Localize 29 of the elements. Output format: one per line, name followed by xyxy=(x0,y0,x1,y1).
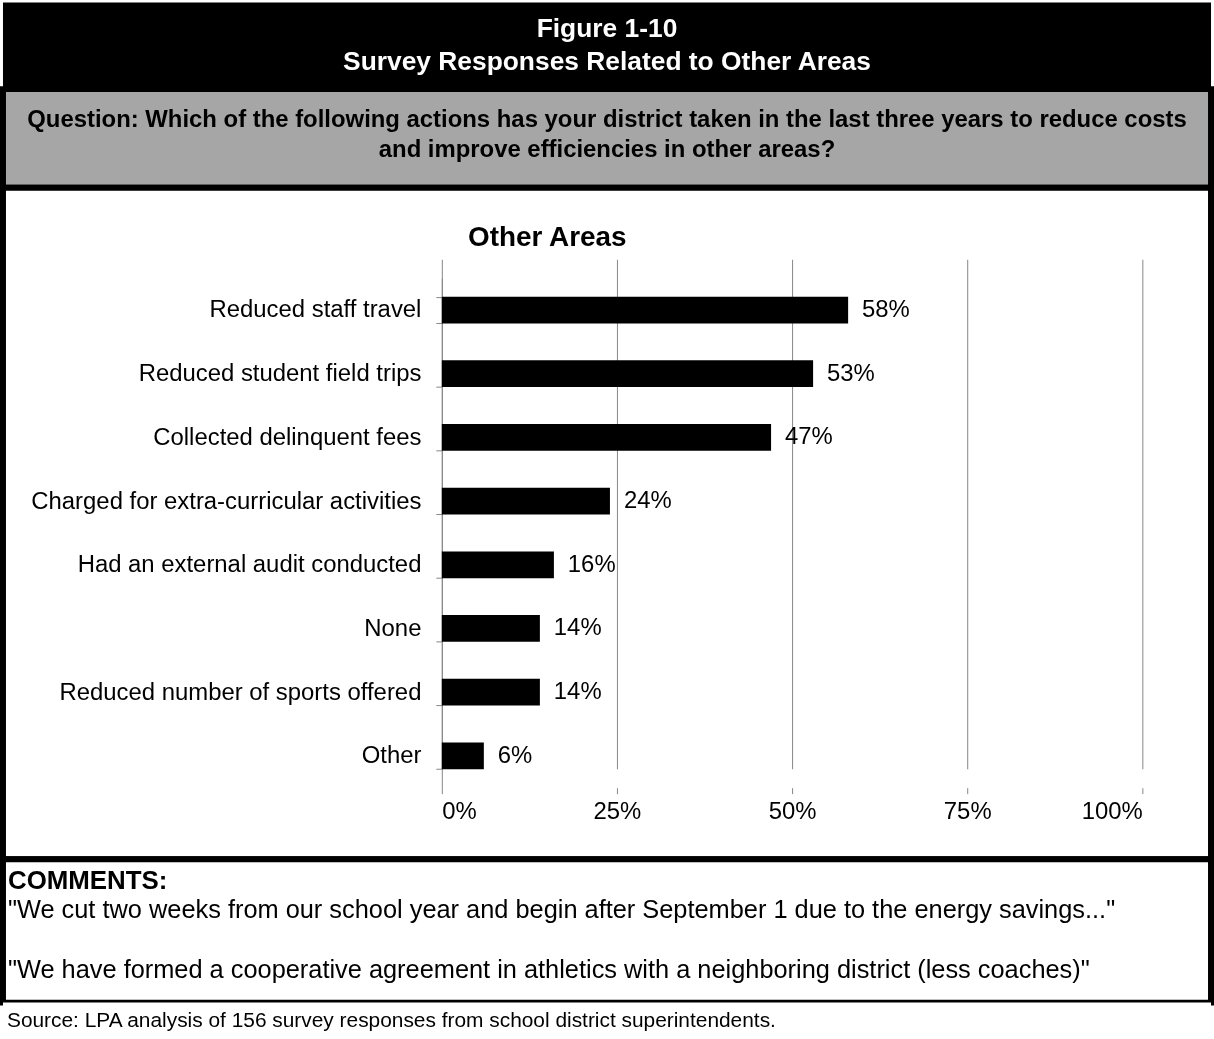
y-tick-label: Had an external audit conducted xyxy=(77,550,422,578)
y-tick-label: Reduced number of sports offered xyxy=(59,677,422,705)
y-tick-label: Reduced staff travel xyxy=(209,295,422,323)
data-label: 14% xyxy=(553,613,602,641)
y-tick-label: Collected delinquent fees xyxy=(153,422,422,450)
data-label: 6% xyxy=(497,740,533,768)
y-tick-label: Other xyxy=(361,741,422,769)
data-label: 53% xyxy=(827,358,875,386)
text: COMMENTS: xyxy=(7,866,168,895)
y-tick-label: Charged for extra-curricular activities xyxy=(31,486,422,514)
data-label: 14% xyxy=(553,677,602,705)
text: Other Areas xyxy=(468,220,627,252)
data-label: 24% xyxy=(623,486,672,514)
y-tick-label: None xyxy=(364,613,422,641)
chart-title: Survey Responses Related to Other Areas xyxy=(343,46,871,77)
chart-subtitle: Question: Which of the following actions has your district taken in the last three years to reduce costs and improve efficiencies in other areas? xyxy=(27,105,1187,163)
data-label: 47% xyxy=(785,422,833,450)
x-tick-label: 50% xyxy=(768,797,817,825)
y-tick-label: Reduced student field trips xyxy=(138,359,422,387)
x-tick-label: 0% xyxy=(442,797,477,825)
x-tick-label: 25% xyxy=(593,797,642,825)
text: "We cut two weeks from our school year and begin after September 1 due to the energy savings..." xyxy=(7,895,1116,924)
data-label: 58% xyxy=(862,295,910,322)
data-label: 16% xyxy=(567,549,616,577)
x-tick-label: 75% xyxy=(943,797,992,825)
caption: Figure 1-10 xyxy=(536,13,678,44)
text: "We have formed a cooperative agreement in athletics with a neighboring district (less coaches)" xyxy=(7,954,1090,983)
source-note: Source: LPA analysis of 156 survey responses from school district superintendents. xyxy=(6,1008,776,1032)
x-tick-label: 100% xyxy=(1081,797,1143,825)
